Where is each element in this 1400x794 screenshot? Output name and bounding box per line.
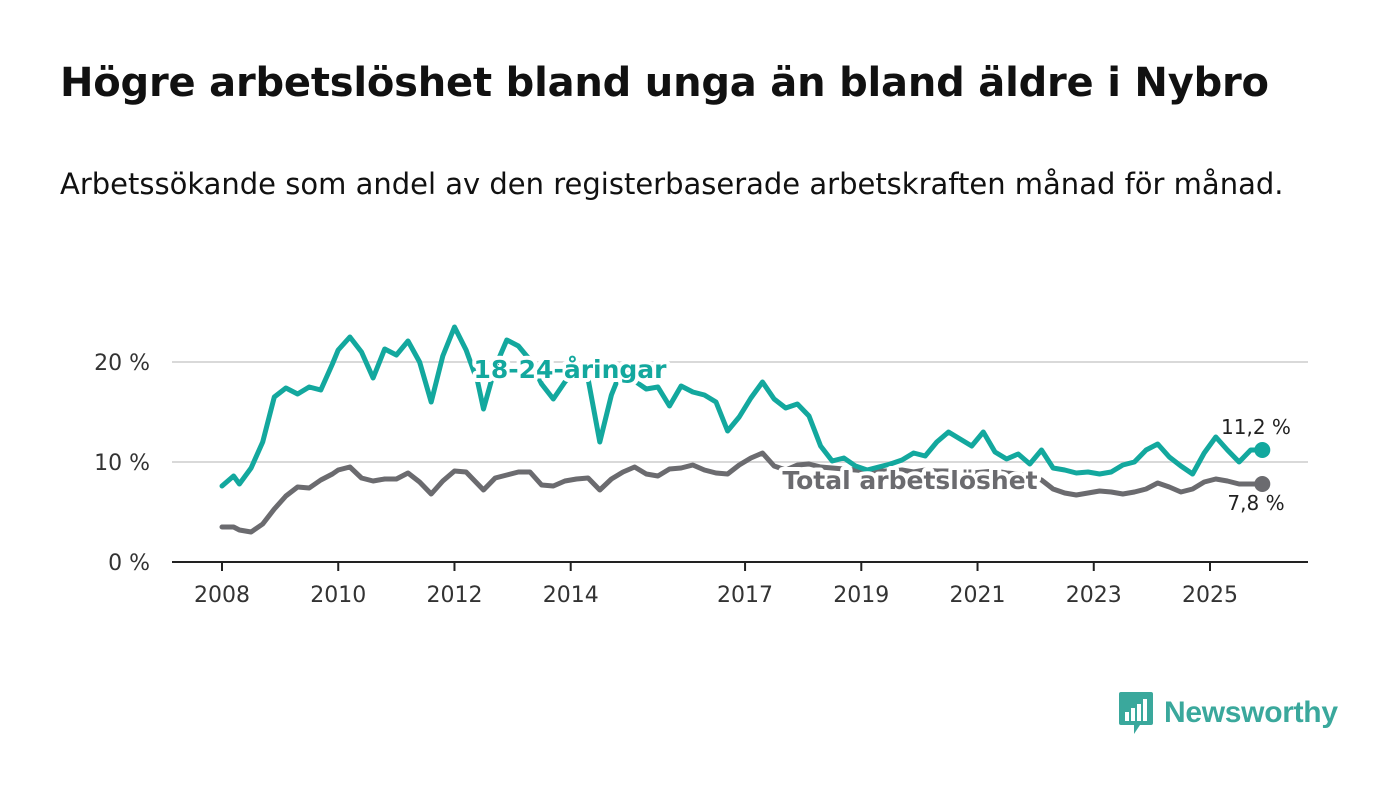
- x-tick-label: 2019: [833, 583, 889, 608]
- chart-title: Högre arbetslöshet bland unga än bland ä…: [60, 60, 1269, 106]
- bar-chart-speech-bubble-icon: [1119, 692, 1153, 734]
- end-value-label-total: 7,8 %: [1227, 491, 1284, 515]
- y-tick-label: 0 %: [108, 551, 150, 576]
- x-tick-label: 2017: [717, 583, 773, 608]
- x-tick-label: 2021: [950, 583, 1006, 608]
- series-label-total: Total arbetslöshet: [782, 466, 1037, 495]
- y-axis-ticks: 0 % 10 % 20 %: [94, 351, 150, 576]
- end-point-total: [1254, 476, 1271, 492]
- x-tick-label: 2014: [543, 583, 599, 608]
- y-tick-label: 10 %: [94, 451, 150, 476]
- x-tick-label: 2012: [426, 583, 482, 608]
- end-point-youth: [1254, 442, 1271, 458]
- x-tick-label: 2023: [1066, 583, 1122, 608]
- series-labels: 18-24-åringar Total arbetslöshet 11,2 % …: [470, 351, 1291, 515]
- series-label-youth: 18-24-åringar: [474, 355, 668, 384]
- series-lines: [219, 324, 1271, 535]
- x-tick-label: 2008: [194, 583, 250, 608]
- logo-text: Newsworthy: [1164, 696, 1338, 729]
- x-axis: 2008 2010 2012 2014 2017 2019 2021 2023 2025: [172, 561, 1308, 608]
- x-tick-label: 2025: [1182, 583, 1238, 608]
- y-tick-label: 20 %: [94, 351, 150, 376]
- series-line-youth: [219, 324, 1265, 489]
- x-tick-label: 2010: [310, 583, 366, 608]
- chart-subtitle: Arbetssökande som andel av den registerb…: [60, 167, 1284, 201]
- newsworthy-logo: Newsworthy: [1118, 690, 1338, 736]
- end-value-label-youth: 11,2 %: [1221, 415, 1291, 439]
- series-line-total: [219, 450, 1265, 535]
